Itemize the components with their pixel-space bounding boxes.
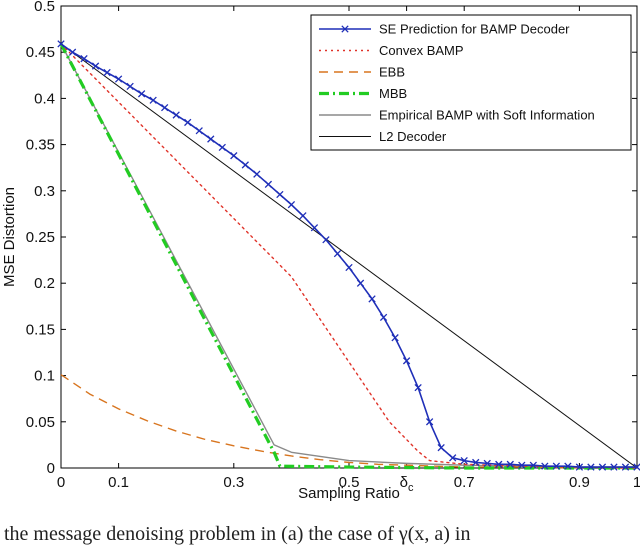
caption-text: the message denoising problem in (a) the…: [4, 523, 471, 545]
series-marker: [402, 357, 411, 365]
series-marker: [518, 461, 526, 469]
series-marker: [472, 458, 480, 467]
legend-label: Convex BAMP: [379, 43, 464, 58]
legend-label: EBB: [379, 65, 405, 80]
series-marker: [356, 279, 365, 287]
series-marker: [345, 263, 353, 272]
series-marker: [633, 463, 640, 471]
series-marker: [414, 383, 422, 392]
series-marker: [137, 90, 146, 98]
legend-label: MBB: [379, 86, 407, 101]
series-marker: [610, 463, 618, 471]
series-marker: [310, 224, 319, 232]
series-line: [60, 374, 637, 469]
x-tick-label: 0.3: [223, 474, 244, 491]
series-marker: [541, 462, 549, 470]
x-tick-label-delta-c: δc: [400, 474, 414, 494]
series-marker: [299, 212, 307, 220]
series-marker: [91, 62, 100, 70]
series-line: [59, 43, 637, 470]
series-marker: [195, 127, 203, 135]
x-tick-label: 0.7: [454, 474, 475, 491]
series-marker: [218, 143, 226, 152]
series-marker: [575, 463, 584, 471]
series-marker: [230, 152, 238, 160]
x-tick-label: 0.9: [569, 474, 590, 491]
series-marker: [149, 96, 157, 104]
y-tick-label: 0.3: [34, 183, 55, 200]
series-marker: [552, 462, 561, 470]
series-marker: [126, 82, 134, 91]
legend-label: SE Prediction for BAMP Decoder: [379, 22, 570, 37]
series-marker: [264, 180, 273, 188]
y-axis-label: MSE Distortion: [1, 187, 18, 287]
y-tick-label: 0.1: [34, 368, 55, 385]
axis-tick-labels: 0 0.1 0.3 0.5 0.7 0.9 1 δc 0 0.05 0.1 0.15 0.2 0.25 0.…: [26, 0, 640, 494]
legend-marker: [341, 25, 349, 33]
y-tick-label: 0.5: [34, 0, 55, 15]
series-marker: [57, 40, 65, 48]
y-tick-label: 0.45: [26, 44, 55, 61]
series-marker: [276, 190, 284, 199]
series-marker: [161, 103, 169, 112]
series-marker: [379, 313, 388, 322]
y-tick-label: 0: [47, 460, 55, 477]
series-marker: [598, 463, 607, 471]
x-tick-label: 0: [57, 474, 65, 491]
series-marker: [241, 161, 249, 169]
x-tick-label: 0.1: [108, 474, 129, 491]
series-marker: [506, 460, 514, 468]
y-tick-label: 0.35: [26, 137, 55, 154]
y-tick-label: 0.2: [34, 275, 55, 292]
series-marker: [425, 418, 434, 426]
legend-label: Empirical BAMP with Soft Information: [379, 108, 595, 123]
series-marker: [391, 334, 399, 342]
legend: SE Prediction for BAMP Decoder Convex BAM…: [310, 14, 632, 151]
series-marker: [529, 461, 537, 469]
legend-box: [310, 14, 632, 151]
chart-figure: 0 0.1 0.3 0.5 0.7 0.9 1 δc 0 0.05 0.1 0.15 0.2 0.25 0.…: [1, 0, 640, 502]
series-marker: [253, 170, 261, 178]
series-marker: [322, 236, 330, 244]
series-marker: [621, 463, 630, 471]
series-marker: [587, 463, 595, 471]
series-marker: [103, 68, 111, 77]
series-layer: [57, 40, 640, 471]
series-marker: [333, 249, 342, 258]
series-marker: [184, 118, 192, 127]
series-marker: [172, 111, 180, 119]
series-marker: [80, 55, 88, 63]
series-marker: [207, 135, 215, 143]
series-marker: [449, 454, 457, 462]
y-tick-label: 0.25: [26, 229, 55, 246]
series-marker: [368, 295, 376, 303]
series-marker: [460, 456, 468, 465]
series-marker: [68, 48, 77, 56]
series-line: [60, 43, 638, 469]
x-tick-label: 1: [633, 474, 640, 491]
series-marker: [495, 460, 503, 468]
x-axis-label: Sampling Ratio: [298, 485, 400, 502]
legend-label: L2 Decoder: [379, 129, 447, 144]
y-tick-label: 0.4: [34, 90, 55, 107]
y-tick-label: 0.15: [26, 321, 55, 338]
y-tick-label: 0.05: [26, 414, 55, 431]
series-marker: [114, 75, 123, 83]
x-tick-label: 0.5: [339, 474, 360, 491]
series-marker: [287, 201, 296, 209]
series-marker: [564, 462, 572, 470]
series-marker: [437, 444, 445, 452]
series-marker: [483, 459, 491, 468]
